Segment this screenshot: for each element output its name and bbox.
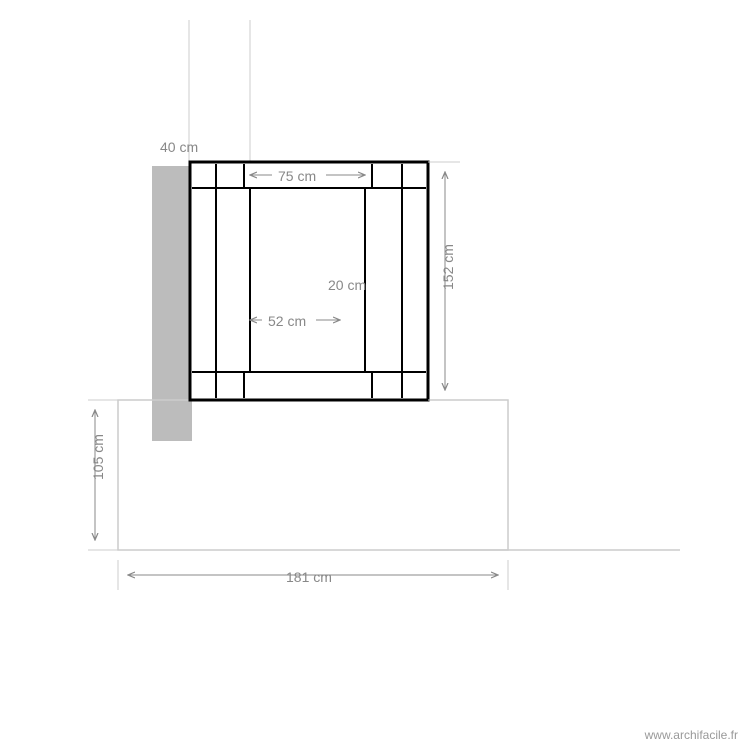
watermark-text: www.archifacile.fr xyxy=(645,728,738,742)
dim-75-label: 75 cm xyxy=(278,168,316,184)
dim-40-label: 40 cm xyxy=(160,139,198,155)
dim-152-label: 152 cm xyxy=(440,244,456,290)
dim-20-label: 20 cm xyxy=(328,277,366,293)
window-outer xyxy=(190,162,428,400)
dim-52-label: 52 cm xyxy=(268,313,306,329)
dim-181-label: 181 cm xyxy=(286,569,332,585)
dim-105-label: 105 cm xyxy=(90,434,106,480)
